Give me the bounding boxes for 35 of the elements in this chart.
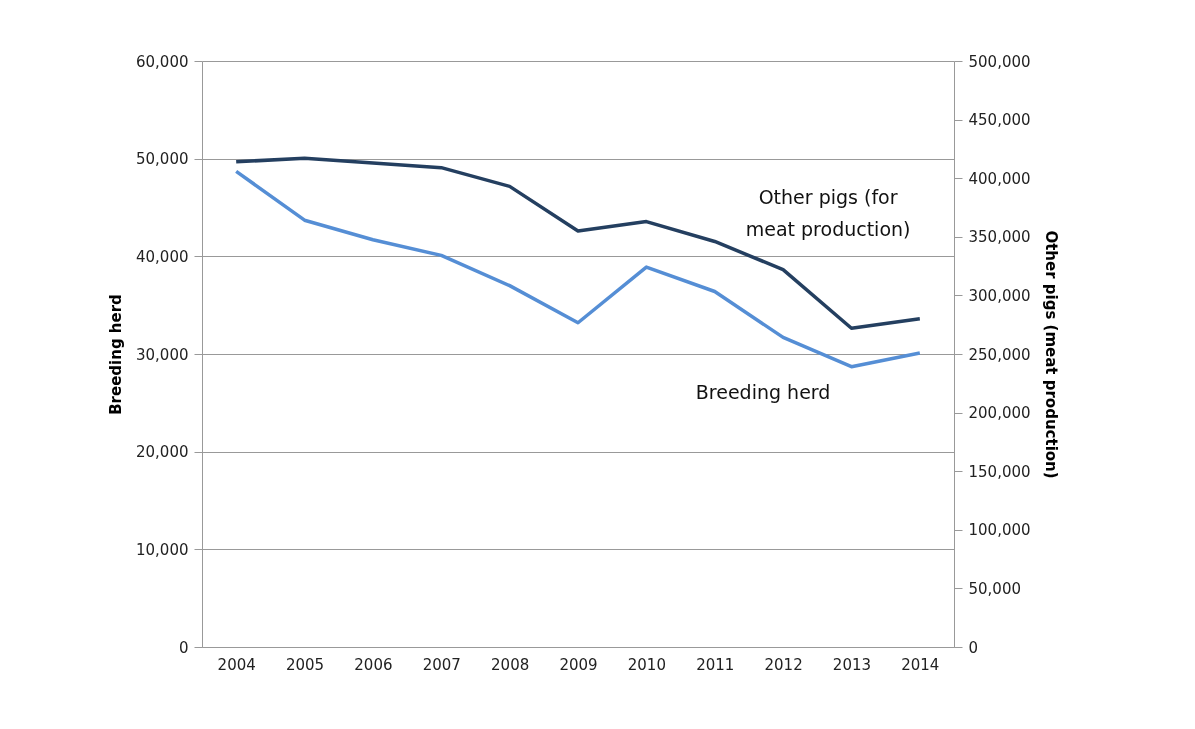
y-axis-title: Breeding herd (107, 294, 126, 415)
y-tick-label: 0 (178, 638, 189, 657)
x-tick-label: 2004 (217, 655, 256, 674)
x-tick-label: 2005 (285, 655, 325, 674)
series-label: Breeding herd (695, 381, 831, 404)
y2-tick-label: 100,000 (968, 521, 1031, 540)
line-series (234, 169, 922, 369)
y-tick-label: 10,000 (136, 540, 189, 559)
x-tick-label: 2010 (627, 655, 666, 674)
line-series (234, 156, 922, 330)
x-tick-label: 2013 (832, 655, 872, 674)
y2-axis-title: Other pigs (meat production) (1041, 230, 1060, 479)
y-tick-label: 40,000 (136, 247, 189, 266)
y2-tick-label: 400,000 (968, 169, 1031, 188)
y2-tick-label: 250,000 (968, 345, 1031, 364)
series-label: Other pigs (for meat production) (745, 185, 911, 240)
y2-tick-label: 450,000 (968, 111, 1031, 130)
y2-tick-label: 300,000 (968, 286, 1031, 305)
y2-tick-label: 200,000 (968, 404, 1031, 423)
y2-tick-label: 0 (968, 638, 979, 657)
x-tick-label: 2011 (696, 655, 735, 674)
x-tick-label: 2012 (764, 655, 803, 674)
y-tick-label: 30,000 (136, 345, 189, 364)
y-tick-label: 60,000 (136, 52, 189, 71)
x-tick-label: 2014 (901, 655, 940, 674)
y-tick-label: 50,000 (136, 150, 189, 169)
y-tick-label: 20,000 (136, 443, 189, 462)
x-tick-label: 2009 (559, 655, 598, 674)
x-tick-label: 2006 (354, 655, 393, 674)
x-tick-label: 2007 (422, 655, 461, 674)
y2-tick-label: 350,000 (968, 228, 1031, 247)
y2-tick-label: 500,000 (968, 52, 1031, 71)
y2-tick-label: 150,000 (968, 462, 1031, 481)
x-tick-label: 2008 (491, 655, 530, 674)
y2-tick-label: 50,000 (968, 579, 1021, 598)
